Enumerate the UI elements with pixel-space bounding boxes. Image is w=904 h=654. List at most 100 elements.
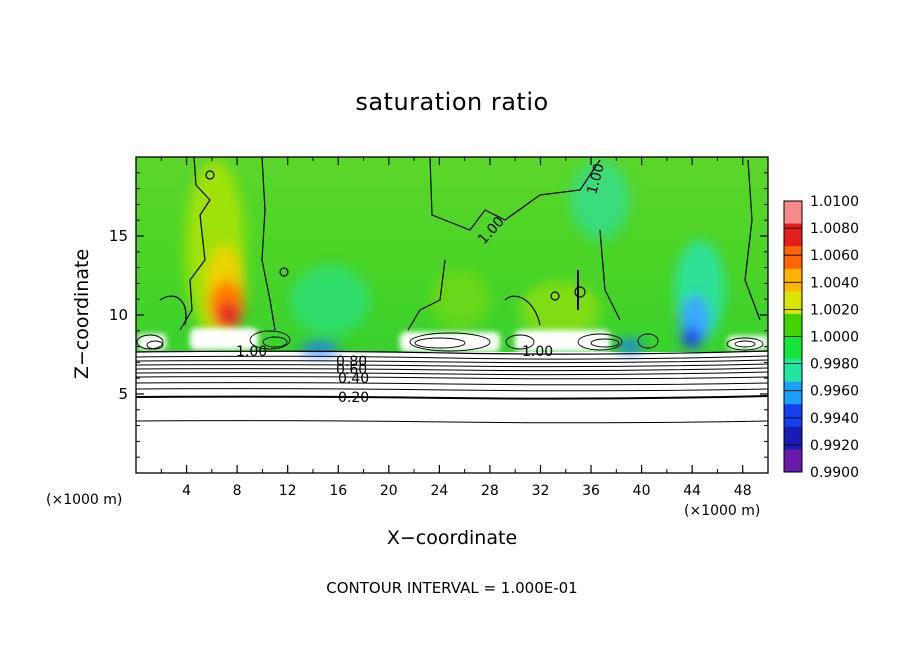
blob-blue-center	[300, 342, 340, 354]
y-axis: 5 10 15	[109, 172, 768, 458]
blob-cyan-center	[290, 265, 370, 335]
contour-1-00-left-small	[159, 295, 187, 326]
colorbar-swatch	[784, 201, 802, 225]
colorbar-label: 1.0080	[810, 221, 859, 237]
x-tick-label: 48	[734, 483, 752, 499]
cloud-edge-2	[146, 340, 164, 350]
x-tick-label: 24	[430, 483, 448, 499]
contour-1-00-loop-b	[279, 267, 289, 277]
blob-blue-right	[682, 328, 702, 348]
cloud-edge-contours	[136, 330, 764, 352]
contour-label: 0.20	[338, 390, 369, 406]
contour-h-2	[136, 355, 768, 360]
contour-label: 1.00	[584, 162, 608, 196]
blob-cyan-upper	[570, 160, 630, 240]
blob-red-left	[216, 302, 240, 330]
x-tick-label: 20	[380, 483, 398, 499]
cloud-edge-4	[262, 336, 288, 348]
contour-h-10	[136, 395, 768, 400]
colorbar-swatch	[784, 246, 802, 270]
cloud-edge-6	[414, 337, 466, 349]
cloud-edge-11	[726, 337, 764, 351]
colorbar-label: 1.0040	[810, 275, 859, 291]
contour-1-00-valley	[407, 259, 446, 331]
contour-1-00-left	[179, 157, 211, 331]
cloud-edge-1	[136, 334, 164, 350]
contour-1-00-loop-a	[205, 170, 215, 180]
colorbar-swatch	[784, 291, 802, 315]
colorbar-label: 1.0020	[810, 302, 859, 318]
contour-h-3	[136, 359, 768, 364]
colorbar-swatch	[784, 426, 802, 450]
colorbar-label: 0.9920	[810, 438, 859, 454]
contour-1-00-loop-c	[550, 291, 560, 301]
contour-1-00-center	[261, 157, 276, 331]
x-tick-label: 44	[683, 483, 701, 499]
x-tick-label: 8	[233, 483, 242, 499]
chart-title: saturation ratio	[355, 88, 549, 116]
contour-h-5	[136, 367, 768, 372]
cloud-edge-9	[590, 338, 620, 348]
colorbar: 1.0100 1.0080 1.0060 1.0040 1.0020 1.0000 0.99…	[783, 194, 859, 481]
colorbar-label: 0.9960	[810, 384, 859, 400]
cloud-edge-8	[577, 333, 623, 351]
cloud-edge-3	[249, 330, 291, 350]
x-axis-label: X−coordinate	[386, 527, 518, 549]
colorbar-label: 1.0000	[810, 330, 859, 346]
contour-label: 0.80	[336, 354, 367, 370]
contour-label: 1.00	[236, 344, 267, 360]
cloud-1	[190, 328, 258, 350]
contour-label: 0.60	[336, 362, 367, 378]
contour-h-11	[136, 420, 768, 424]
cloud-edge-5	[409, 332, 491, 352]
colorbar-swatch	[784, 449, 802, 473]
cloud-4	[138, 334, 166, 350]
colorbar-swatch	[784, 381, 802, 405]
contour-h-6	[136, 371, 768, 376]
colorbar-label: 1.0100	[810, 194, 859, 210]
cloud-edge-10	[637, 333, 659, 349]
contour-h-8	[136, 382, 768, 386]
colorbar-label: 0.9940	[810, 411, 859, 427]
colorbar-swatch	[784, 313, 802, 337]
contour-h-4	[136, 363, 768, 368]
z-unit-label: (×1000 m)	[46, 492, 123, 508]
colorbar-label: 0.9980	[810, 357, 859, 373]
cloud-edge-12	[734, 340, 756, 348]
x-unit-label: (×1000 m)	[684, 503, 761, 519]
x-tick-label: 32	[532, 483, 550, 499]
colorbar-label: 0.9900	[810, 465, 859, 481]
colorbar-swatch	[784, 268, 802, 292]
x-tick-label: 12	[279, 483, 297, 499]
x-tick-label: 28	[481, 483, 499, 499]
x-tick-label: 36	[582, 483, 600, 499]
blob-yellowgreen-mid	[430, 270, 490, 330]
contour-1-00-valley-small	[504, 295, 541, 326]
y-tick-label: 5	[118, 385, 128, 403]
x-tick-label: 16	[329, 483, 347, 499]
colorbar-label: 1.0060	[810, 248, 859, 264]
x-axis: 4 8 12 16 20 24 28 32 36 40 44 48	[160, 157, 752, 499]
blob-yellowgreen-right	[520, 282, 600, 338]
contour-h-1	[136, 350, 768, 355]
contour-1-00-loop-d	[574, 286, 586, 298]
colorbar-swatch	[784, 359, 802, 383]
blob-blue-mid	[616, 340, 644, 352]
contour-lines	[159, 157, 761, 331]
contour-h-7	[136, 376, 768, 380]
x-tick-label: 4	[182, 483, 191, 499]
contour-1-00-right	[429, 157, 601, 231]
contour-h-9	[136, 388, 768, 392]
contour-label: 0.40	[338, 371, 369, 387]
contour-label: 1.00	[522, 344, 553, 360]
contour-1-00-east	[599, 229, 621, 321]
lower-contours	[136, 350, 768, 424]
colorbar-swatch	[784, 404, 802, 428]
y-tick-label: 10	[109, 306, 128, 324]
colorbar-swatch	[784, 223, 802, 247]
contour-1-00-far-east	[744, 159, 761, 321]
y-axis-label: Z−coordinate	[71, 248, 93, 380]
cloud-edge-7	[505, 334, 535, 350]
colorbar-swatch	[784, 336, 802, 360]
